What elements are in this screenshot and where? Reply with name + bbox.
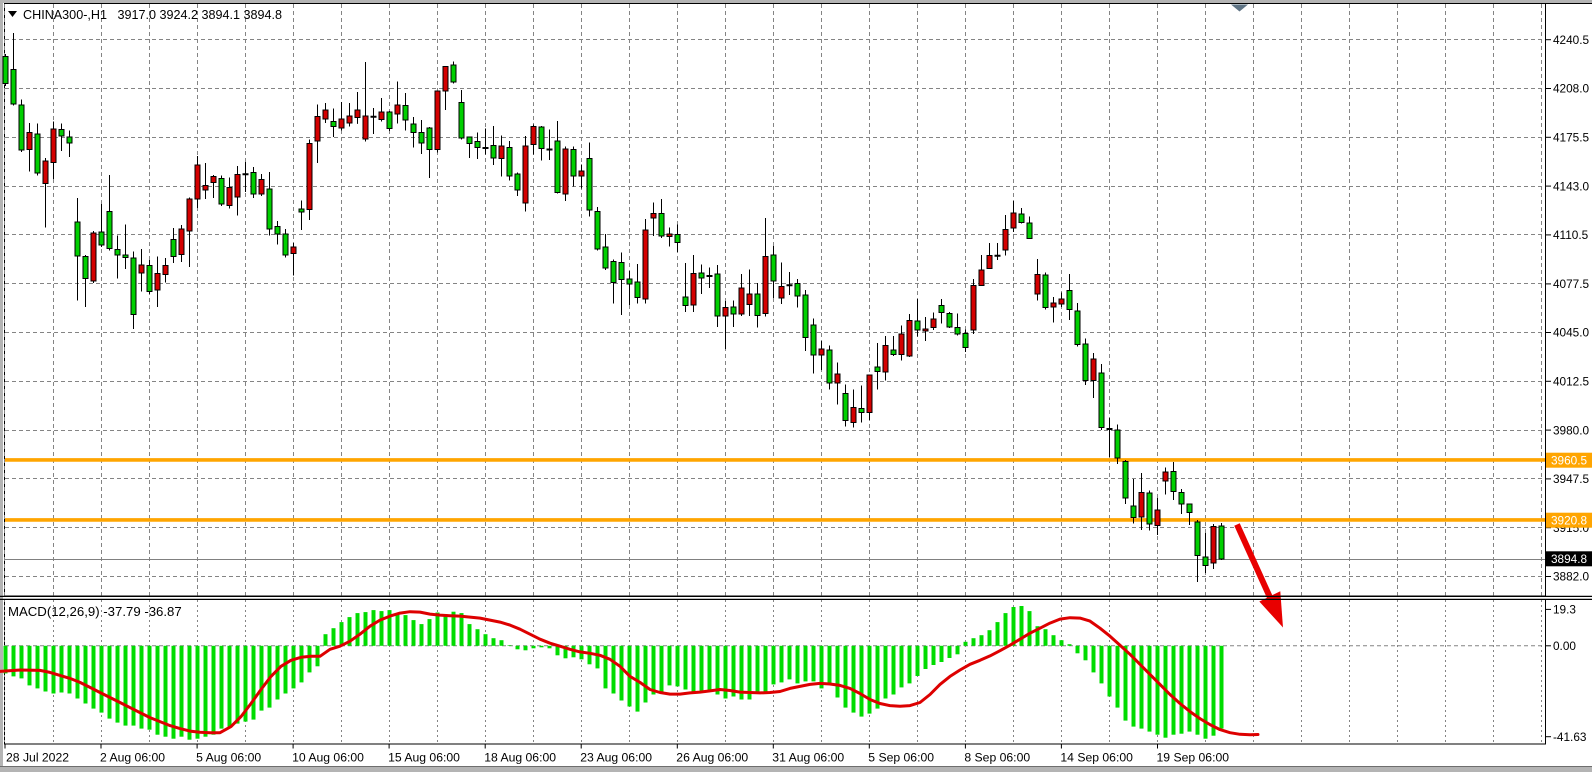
svg-text:4045.0: 4045.0 (1553, 326, 1590, 340)
svg-text:8 Sep 06:00: 8 Sep 06:00 (964, 751, 1030, 765)
svg-text:3960.5: 3960.5 (1551, 453, 1588, 467)
svg-text:31 Aug 06:00: 31 Aug 06:00 (772, 751, 844, 765)
svg-text:CHINA300-,H1 3917.0 3924.2 3: CHINA300-,H1 3917.0 3924.2 3894.1 3894.8 (23, 8, 282, 22)
svg-text:0.00: 0.00 (1553, 639, 1576, 653)
svg-text:26 Aug 06:00: 26 Aug 06:00 (676, 751, 748, 765)
svg-text:23 Aug 06:00: 23 Aug 06:00 (580, 751, 652, 765)
svg-text:10 Aug 06:00: 10 Aug 06:00 (292, 751, 364, 765)
svg-text:14 Sep 06:00: 14 Sep 06:00 (1060, 751, 1133, 765)
svg-text:18 Aug 06:00: 18 Aug 06:00 (484, 751, 556, 765)
svg-text:4208.0: 4208.0 (1553, 82, 1590, 96)
svg-text:3920.8: 3920.8 (1551, 513, 1588, 527)
svg-text:2 Aug 06:00: 2 Aug 06:00 (100, 751, 165, 765)
svg-text:4077.5: 4077.5 (1553, 277, 1590, 291)
svg-text:5 Sep 06:00: 5 Sep 06:00 (868, 751, 934, 765)
svg-text:4175.5: 4175.5 (1553, 131, 1590, 145)
svg-text:15 Aug 06:00: 15 Aug 06:00 (388, 751, 460, 765)
svg-text:28 Jul 2022: 28 Jul 2022 (6, 751, 69, 765)
svg-text:3980.0: 3980.0 (1553, 423, 1590, 437)
svg-text:4012.5: 4012.5 (1553, 375, 1590, 389)
svg-text:4143.0: 4143.0 (1553, 179, 1590, 193)
svg-text:19 Sep 06:00: 19 Sep 06:00 (1157, 751, 1230, 765)
svg-text:3894.8: 3894.8 (1551, 552, 1588, 566)
svg-text:-41.63: -41.63 (1553, 730, 1587, 744)
svg-text:4110.5: 4110.5 (1553, 228, 1589, 242)
svg-text:5 Aug 06:00: 5 Aug 06:00 (196, 751, 261, 765)
svg-text:MACD(12,26,9) -37.79 -36.87: MACD(12,26,9) -37.79 -36.87 (8, 604, 182, 619)
svg-text:3882.0: 3882.0 (1553, 570, 1590, 584)
svg-text:19.3: 19.3 (1553, 603, 1576, 617)
svg-text:3947.5: 3947.5 (1553, 472, 1590, 486)
svg-text:4240.5: 4240.5 (1553, 33, 1590, 47)
